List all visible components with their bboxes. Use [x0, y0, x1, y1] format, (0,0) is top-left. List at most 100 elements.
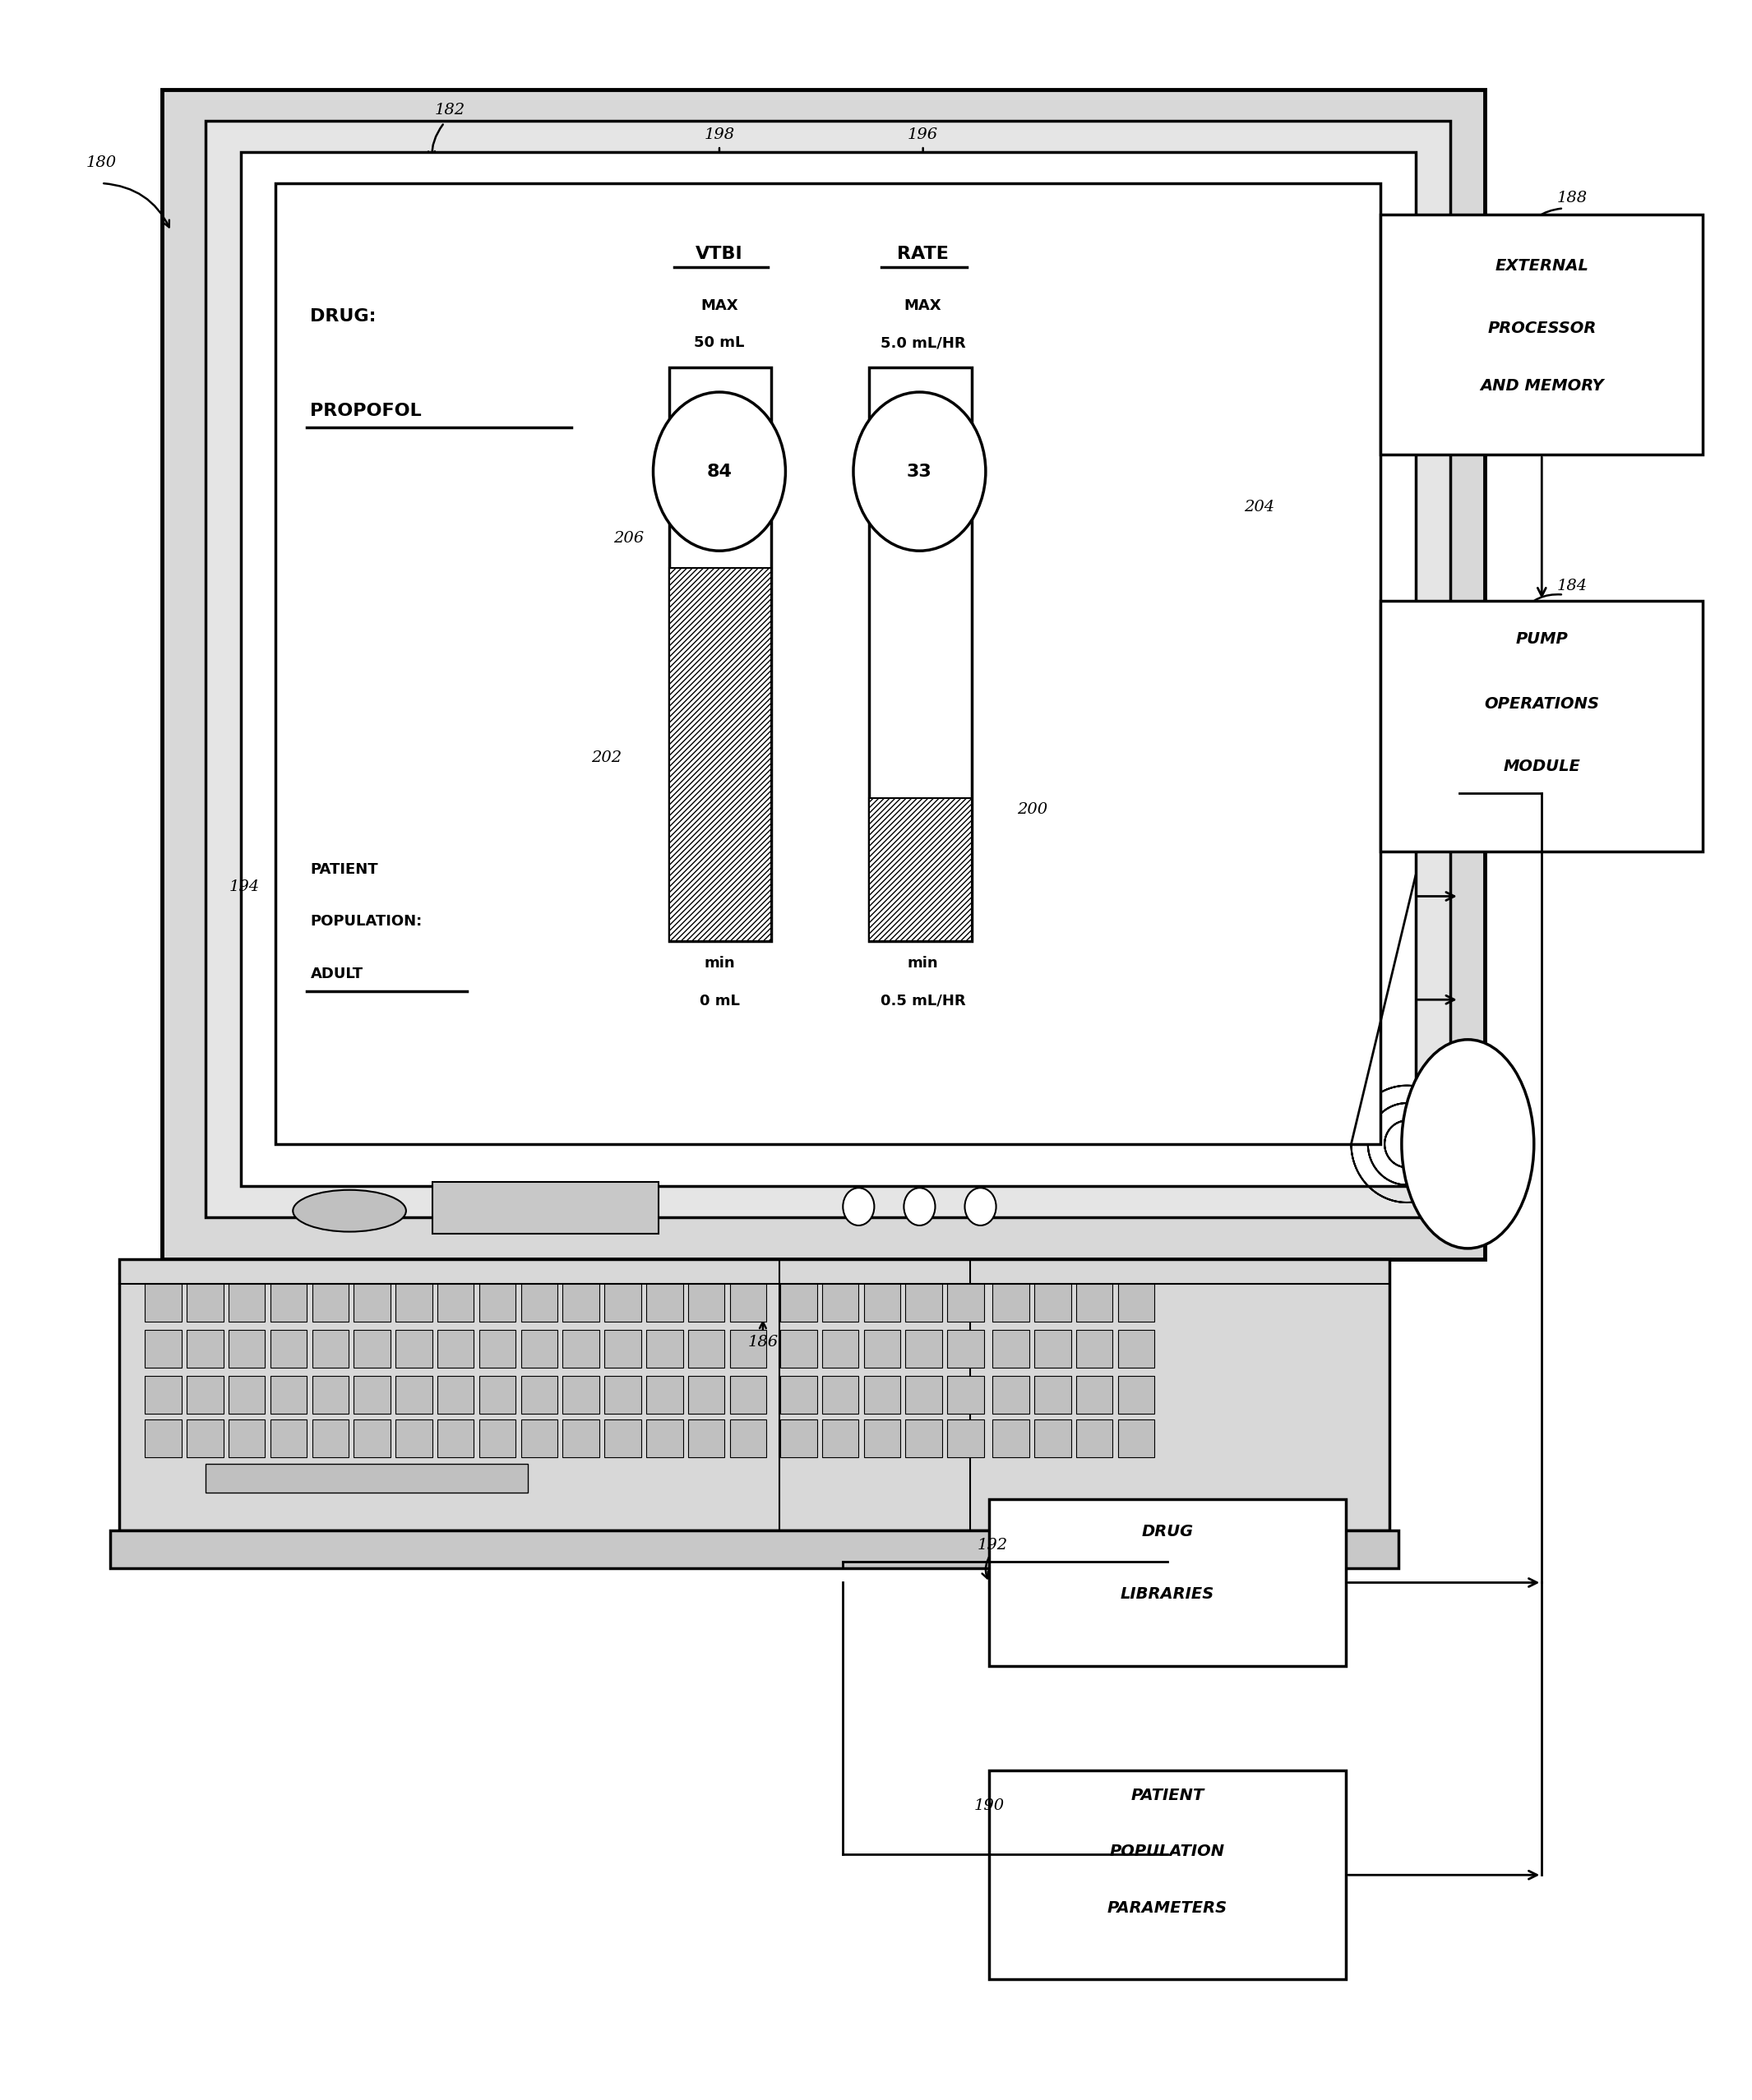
Text: RATE: RATE [897, 246, 950, 262]
Bar [207, 120, 1451, 1218]
Text: 84: 84 [706, 464, 732, 479]
Bar [270, 1420, 307, 1457]
Bar [948, 1283, 985, 1321]
Bar [1076, 1329, 1113, 1367]
Bar [993, 1329, 1028, 1367]
Bar [396, 1420, 433, 1457]
Text: 0 mL: 0 mL [699, 993, 739, 1008]
Bar [562, 1420, 599, 1457]
Bar [354, 1283, 391, 1321]
Bar [163, 90, 1486, 1258]
Bar [1118, 1420, 1155, 1457]
Bar [145, 1329, 182, 1367]
Bar [869, 798, 972, 941]
Text: 200: 200 [1018, 802, 1048, 817]
Circle shape [965, 1189, 997, 1226]
Bar [145, 1420, 182, 1457]
Bar [689, 1376, 725, 1413]
Text: 202: 202 [590, 750, 622, 764]
Bar [993, 1376, 1028, 1413]
Text: PROPOFOL: PROPOFOL [310, 403, 422, 420]
Bar [562, 1283, 599, 1321]
Text: LIBRARIES: LIBRARIES [1121, 1586, 1214, 1602]
Bar [822, 1420, 858, 1457]
Bar [438, 1283, 475, 1321]
Bar [562, 1329, 599, 1367]
Bar [354, 1376, 391, 1413]
Bar [228, 1329, 265, 1367]
Circle shape [853, 393, 986, 550]
Bar [990, 1770, 1346, 1980]
Text: 180: 180 [86, 155, 117, 170]
Bar [1034, 1376, 1070, 1413]
Text: 33: 33 [908, 464, 932, 479]
Bar [1381, 601, 1703, 853]
Bar [993, 1283, 1028, 1321]
Bar [270, 1283, 307, 1321]
Text: min: min [704, 956, 734, 970]
Bar [187, 1420, 223, 1457]
Bar [1034, 1329, 1070, 1367]
Text: EXTERNAL: EXTERNAL [1494, 258, 1589, 273]
Text: POPULATION:: POPULATION: [310, 913, 422, 928]
Text: 0.5 mL/HR: 0.5 mL/HR [881, 993, 965, 1008]
Text: DRUG:: DRUG: [310, 309, 377, 325]
Bar [478, 1283, 515, 1321]
Bar [1076, 1283, 1113, 1321]
Text: VTBI: VTBI [696, 246, 743, 262]
Text: PARAMETERS: PARAMETERS [1107, 1900, 1228, 1915]
Text: OPERATIONS: OPERATIONS [1484, 697, 1600, 712]
Bar [438, 1420, 475, 1457]
Bar [669, 368, 771, 941]
Bar [119, 1258, 1389, 1531]
Bar [396, 1329, 433, 1367]
Bar [312, 1376, 349, 1413]
Text: 5.0 mL/HR: 5.0 mL/HR [881, 336, 965, 351]
Bar [646, 1329, 683, 1367]
Bar [478, 1420, 515, 1457]
Bar [110, 1531, 1398, 1569]
Bar [864, 1329, 901, 1367]
Bar [864, 1376, 901, 1413]
Bar [187, 1329, 223, 1367]
Text: 198: 198 [704, 128, 734, 143]
Ellipse shape [293, 1191, 406, 1233]
Bar [1381, 214, 1703, 456]
Text: 50 mL: 50 mL [694, 336, 745, 351]
Bar [948, 1420, 985, 1457]
Bar [520, 1376, 557, 1413]
Bar [780, 1329, 816, 1367]
Bar [689, 1329, 725, 1367]
Bar [780, 1420, 816, 1457]
Bar [1034, 1283, 1070, 1321]
Bar [270, 1329, 307, 1367]
Bar [478, 1376, 515, 1413]
Bar [948, 1376, 985, 1413]
Bar [906, 1329, 943, 1367]
Bar [228, 1283, 265, 1321]
Bar [1034, 1420, 1070, 1457]
Text: POPULATION: POPULATION [1111, 1844, 1225, 1858]
Text: 188: 188 [1558, 191, 1587, 206]
Bar [1076, 1376, 1113, 1413]
Bar [562, 1376, 599, 1413]
Bar [354, 1420, 391, 1457]
Bar [520, 1329, 557, 1367]
Bar [312, 1329, 349, 1367]
Bar [993, 1420, 1028, 1457]
Bar [906, 1283, 943, 1321]
Text: 206: 206 [613, 531, 645, 546]
Bar [520, 1420, 557, 1457]
Text: 204: 204 [1244, 500, 1274, 514]
Bar [145, 1376, 182, 1413]
Bar [689, 1420, 725, 1457]
Circle shape [904, 1189, 936, 1226]
Bar [906, 1376, 943, 1413]
Bar [604, 1283, 641, 1321]
Text: DRUG: DRUG [1142, 1525, 1193, 1539]
Text: min: min [908, 956, 939, 970]
Bar [438, 1329, 475, 1367]
Bar [354, 1329, 391, 1367]
Bar [1076, 1420, 1113, 1457]
Bar [396, 1283, 433, 1321]
